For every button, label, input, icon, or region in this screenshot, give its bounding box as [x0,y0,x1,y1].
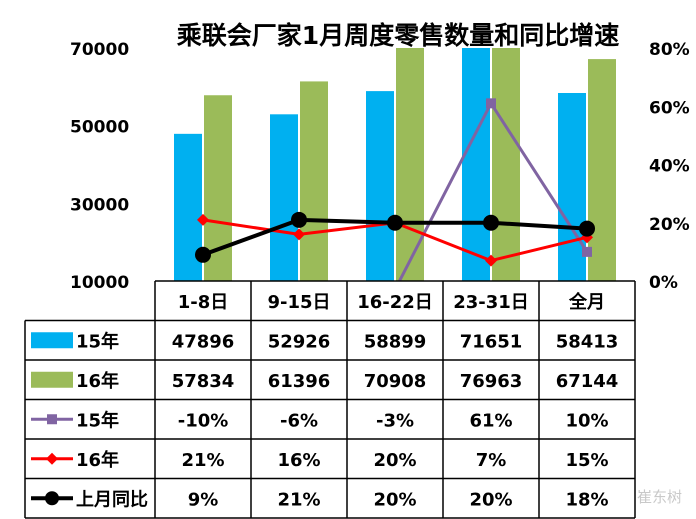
bar [558,92,586,281]
data-point [483,214,499,231]
legend-label: 16年 [76,370,119,392]
right-tick-label: 40% [649,157,690,177]
right-tick-label: 20% [649,215,690,235]
table-cell: 52926 [268,331,331,352]
line-series [195,98,595,281]
legend-label: 上月同比 [76,489,148,510]
table-cell: 18% [565,489,608,510]
table-cell: -6% [280,410,318,431]
table-cell: -3% [376,410,414,431]
table-cell: 20% [373,450,416,471]
legend-label: 15年 [76,330,119,352]
table-cell: 21% [277,489,320,510]
data-point [485,254,497,267]
data-point [486,98,496,109]
table-cell: 20% [469,489,512,510]
data-point [293,228,305,241]
data-point [197,213,209,226]
legend-key [31,332,73,349]
table-cell: 20% [373,489,416,510]
table-cell: 7% [476,450,507,471]
table-cell: 58413 [556,331,619,352]
category-label: 9-15日 [267,292,330,313]
data-point [579,220,595,237]
left-tick-label: 10000 [70,273,129,293]
legend-key [31,371,73,388]
legend-label: 15年 [76,409,119,431]
right-tick-label: 60% [649,98,690,118]
table-cell: 61% [469,410,512,431]
category-label: 1-8日 [178,292,229,313]
table-cell: 61396 [268,371,331,392]
right-tick-label: 0% [649,273,678,293]
table-cell: 10% [565,410,608,431]
bar-series [174,48,616,281]
table-cell: 15% [565,450,608,471]
bar [300,81,328,281]
legend-marker [45,491,59,506]
bar [270,114,298,281]
table-cell: -10% [178,410,229,431]
bar [492,48,520,281]
left-tick-label: 30000 [70,195,129,215]
left-tick-label: 70000 [70,40,129,60]
table-cell: 67144 [556,371,619,392]
bar [588,59,616,281]
right-tick-label: 80% [649,40,690,60]
data-point [291,211,307,228]
table-cell: 58899 [364,331,427,352]
watermark: 崔东树 [636,488,682,506]
legend-label: 16年 [76,449,119,471]
data-point [387,214,403,231]
table-cell: 16% [277,450,320,471]
table-cell: 71651 [460,331,523,352]
data-point [582,246,592,257]
chart-title: 乘联会厂家1月周度零售数量和同比增速 [177,21,619,50]
bar [396,48,424,281]
series-line [397,100,589,281]
table-cell: 9% [188,489,219,510]
category-label: 23-31日 [453,292,529,313]
bar [462,48,490,281]
table-cell: 57834 [172,371,235,392]
category-label: 16-22日 [357,292,433,313]
table-cell: 76963 [460,371,523,392]
data-point [195,246,211,263]
table-cell: 70908 [364,371,427,392]
legend-marker [46,452,58,465]
table-cell: 47896 [172,331,235,352]
left-axis-ticks: 10000 30000 50000 70000 [70,40,129,293]
right-axis-ticks: 0% 20% 40% 60% 80% [649,40,690,293]
bar [366,91,394,281]
left-tick-label: 50000 [70,118,129,138]
legend-marker [47,414,57,425]
category-label: 全月 [568,291,605,313]
table-cell: 21% [181,450,224,471]
data-table: 1-8日 9-15日 16-22日 23-31日 全月 15年 47896 52926 5889… [24,280,636,519]
